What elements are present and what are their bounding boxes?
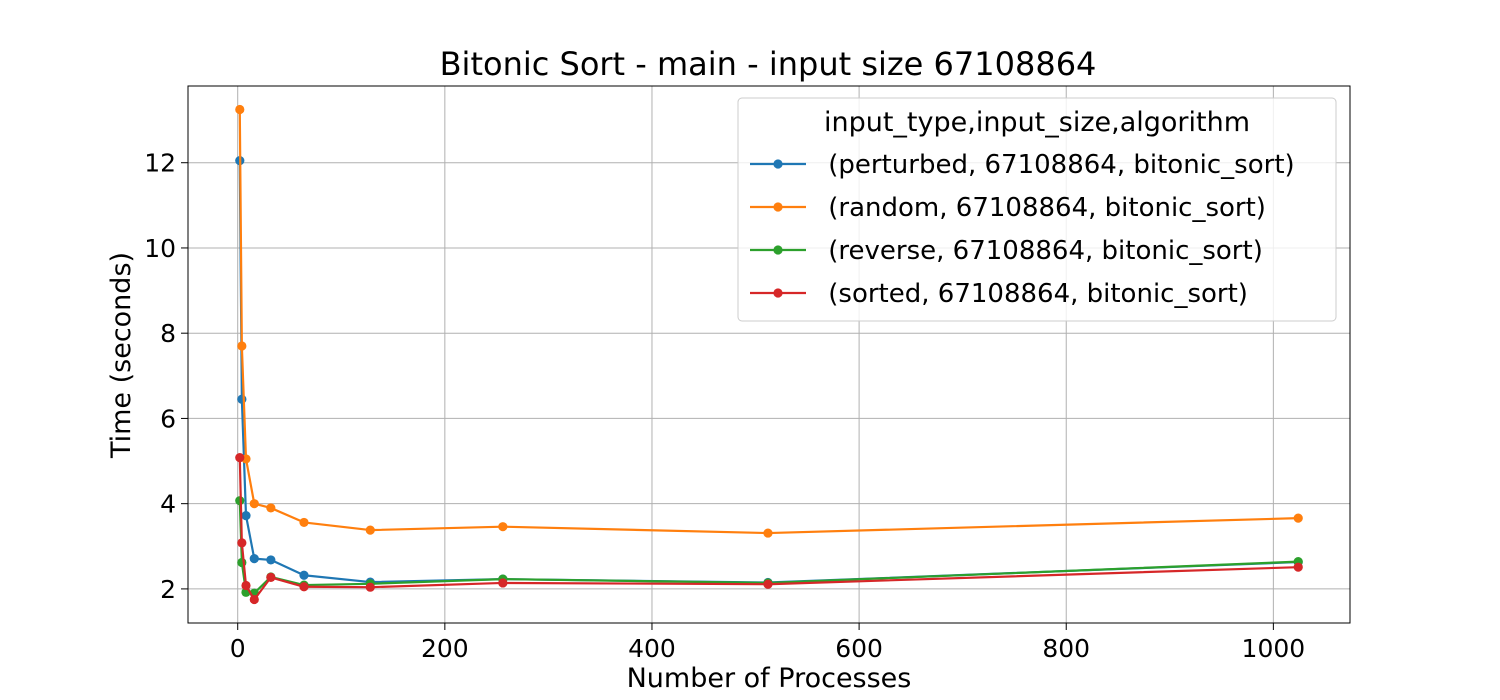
y-tick-label: 2	[160, 575, 176, 604]
data-point	[241, 510, 251, 521]
legend-swatch-marker	[773, 245, 783, 255]
legend-entry: (perturbed, 67108864, bitonic_sort)	[750, 150, 1295, 180]
legend-entries: (perturbed, 67108864, bitonic_sort) (ran…	[750, 150, 1295, 309]
y-tick-label: 6	[160, 404, 176, 433]
legend-swatch-marker	[773, 202, 783, 212]
plot-frame	[187, 85, 1351, 624]
x-tick-label: 200	[421, 634, 469, 663]
legend: input_type,input_size,algorithm (perturb…	[737, 97, 1337, 322]
series-3	[235, 453, 1303, 605]
ticks: 0 200 400 600 800 1000 2 4 6 8 10 12	[144, 149, 1305, 663]
series-layer	[235, 104, 1303, 605]
y-tick-label: 10	[144, 234, 176, 263]
legend-entry: (reverse, 67108864, bitonic_sort)	[750, 236, 1263, 266]
x-tick-label: 0	[230, 634, 246, 663]
x-tick-label: 400	[628, 634, 676, 663]
chart-title: Bitonic Sort - main - input size 6710886…	[440, 45, 1097, 83]
data-point	[365, 525, 375, 535]
data-point	[241, 580, 251, 591]
data-point	[237, 394, 247, 404]
data-point	[235, 453, 245, 463]
data-point	[249, 499, 259, 509]
data-point	[763, 579, 773, 589]
x-tick-label: 1000	[1242, 634, 1306, 663]
legend-entry: (random, 67108864, bitonic_sort)	[750, 193, 1266, 223]
data-point	[299, 582, 309, 592]
legend-entry: (sorted, 67108864, bitonic_sort)	[750, 279, 1248, 309]
x-tick-label: 600	[835, 634, 883, 663]
series-line	[238, 109, 1299, 535]
legend-label: (perturbed, 67108864, bitonic_sort)	[820, 150, 1295, 180]
data-point	[266, 555, 276, 565]
data-point	[498, 522, 508, 532]
data-point	[249, 554, 259, 564]
y-tick-label: 8	[160, 319, 176, 348]
data-point	[237, 538, 247, 548]
legend-label: (sorted, 67108864, bitonic_sort)	[820, 279, 1248, 309]
y-tick-label: 12	[144, 149, 176, 178]
series-line	[238, 457, 1299, 601]
data-point	[365, 582, 375, 592]
data-point	[249, 594, 259, 605]
legend-swatch-marker	[773, 288, 783, 298]
legend-label: (random, 67108864, bitonic_sort)	[820, 193, 1266, 223]
data-point	[1293, 513, 1303, 523]
data-point	[763, 528, 773, 538]
legend-label: (reverse, 67108864, bitonic_sort)	[820, 236, 1263, 266]
data-point	[1293, 562, 1303, 572]
x-tick-label: 800	[1042, 634, 1090, 663]
data-point	[235, 104, 245, 115]
y-tick-label: 4	[160, 490, 176, 519]
data-point	[299, 570, 309, 580]
data-point	[266, 503, 276, 513]
data-point	[237, 341, 247, 351]
data-point	[266, 572, 276, 582]
y-axis-label: Time (seconds)	[106, 252, 137, 459]
legend-title: input_type,input_size,algorithm	[824, 107, 1250, 138]
x-axis-label: Number of Processes	[627, 663, 912, 694]
legend-swatch-marker	[773, 159, 783, 169]
series-1	[235, 104, 1303, 538]
data-point	[498, 578, 508, 588]
legend-box	[737, 97, 1337, 322]
data-point	[299, 517, 309, 528]
